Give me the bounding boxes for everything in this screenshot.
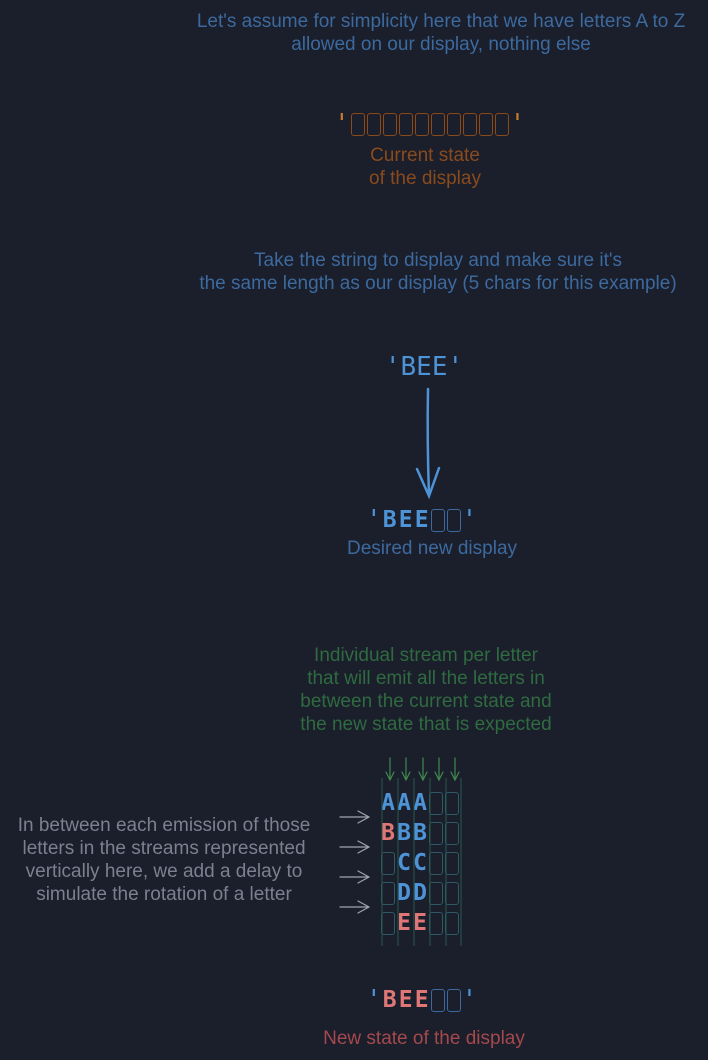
transform-arrow-shaft: [426, 387, 431, 497]
quote-open: ': [366, 505, 382, 535]
down-arrow-icon: [418, 757, 428, 782]
streams-note-line-4: the new state that is expected: [300, 714, 552, 735]
transform-arrow: [415, 387, 441, 500]
letter-cell: D: [413, 879, 427, 906]
right-arrow-icon: [339, 870, 371, 884]
empty-cell: [382, 113, 397, 136]
transform-arrow-head: [415, 466, 441, 500]
right-arrow-icon: [339, 900, 371, 914]
delay-note-line-3: vertically here, we add a delay to: [25, 861, 303, 882]
letter-cell: E: [414, 987, 429, 1013]
empty-cell: [366, 113, 381, 136]
intro-line-2: allowed on our display, nothing else: [291, 34, 591, 55]
empty-cell: [430, 113, 445, 136]
desired-label: Desired new display: [346, 538, 518, 559]
current-state-label-line-1: Current state: [370, 145, 480, 166]
letter-cell: B: [381, 819, 395, 846]
letter-cell: E: [397, 909, 411, 936]
input-string: 'BEE': [384, 352, 464, 382]
letter-cell: E: [398, 987, 413, 1013]
streams-note-line-3: between the current state and: [300, 691, 552, 712]
letter-cell: E: [413, 909, 427, 936]
intro-line-1: Let's assume for simplicity here that we…: [196, 11, 686, 32]
letter-cell: B: [382, 507, 397, 533]
current-state-cells: [350, 113, 510, 136]
quote-open: ': [366, 985, 382, 1015]
empty-cell: [350, 113, 365, 136]
delay-note-line-1: In between each emission of those: [17, 815, 311, 836]
letter-cell: A: [381, 789, 395, 816]
letter-cell: E: [414, 507, 429, 533]
empty-cell: [446, 989, 461, 1012]
right-arrow-icon: [339, 840, 371, 854]
down-arrow-icon: [434, 757, 444, 782]
empty-cell: [478, 113, 493, 136]
new-state-label: New state of the display: [323, 1028, 525, 1049]
quote-close: ': [461, 505, 478, 535]
intro-text: Let's assume for simplicity here that we…: [180, 10, 702, 56]
empty-cell: [494, 113, 509, 136]
delay-note-line-4: simulate the rotation of a letter: [36, 884, 292, 905]
current-state-label: Current state of the display: [345, 144, 505, 190]
empty-cell: [414, 113, 429, 136]
empty-cell: [398, 113, 413, 136]
letter-cell: C: [397, 849, 411, 876]
delay-note-line-2: letters in the streams represented: [22, 838, 306, 859]
delay-arrows: [339, 810, 371, 914]
quote-close: ': [509, 109, 526, 139]
letter-cell: C: [413, 849, 427, 876]
down-arrow-icon: [450, 757, 460, 782]
empty-cell: [446, 113, 461, 136]
letter-cell: B: [397, 819, 411, 846]
stream-down-arrows: [385, 757, 460, 782]
right-arrow-icon: [339, 810, 371, 824]
quote-close: ': [461, 985, 478, 1015]
letter-cell: D: [397, 879, 411, 906]
delay-note: In between each emission of those letter…: [4, 814, 324, 906]
current-state-label-line-2: of the display: [369, 168, 481, 189]
down-arrow-icon: [385, 757, 395, 782]
step2-line-1: Take the string to display and make sure…: [254, 250, 622, 271]
streams-note-line-2: that will emit all the letters in: [307, 668, 545, 689]
empty-cell: [446, 509, 461, 532]
down-arrow-icon: [401, 757, 411, 782]
step2-line-2: the same length as our display (5 chars …: [199, 273, 677, 294]
current-state-display: ' ': [334, 111, 525, 138]
letter-cell: B: [382, 987, 397, 1013]
letter-cell: A: [413, 789, 427, 816]
quote-open: ': [334, 109, 350, 139]
stream-guides: [381, 778, 462, 946]
letter-cell: E: [398, 507, 413, 533]
letter-cell: B: [413, 819, 427, 846]
empty-cell: [430, 989, 445, 1012]
step2-text: Take the string to display and make sure…: [180, 249, 696, 295]
empty-cell: [430, 509, 445, 532]
letter-cell: A: [397, 789, 411, 816]
streams-note: Individual stream per letter that will e…: [286, 644, 566, 736]
empty-cell: [462, 113, 477, 136]
streams-note-line-1: Individual stream per letter: [314, 645, 538, 666]
